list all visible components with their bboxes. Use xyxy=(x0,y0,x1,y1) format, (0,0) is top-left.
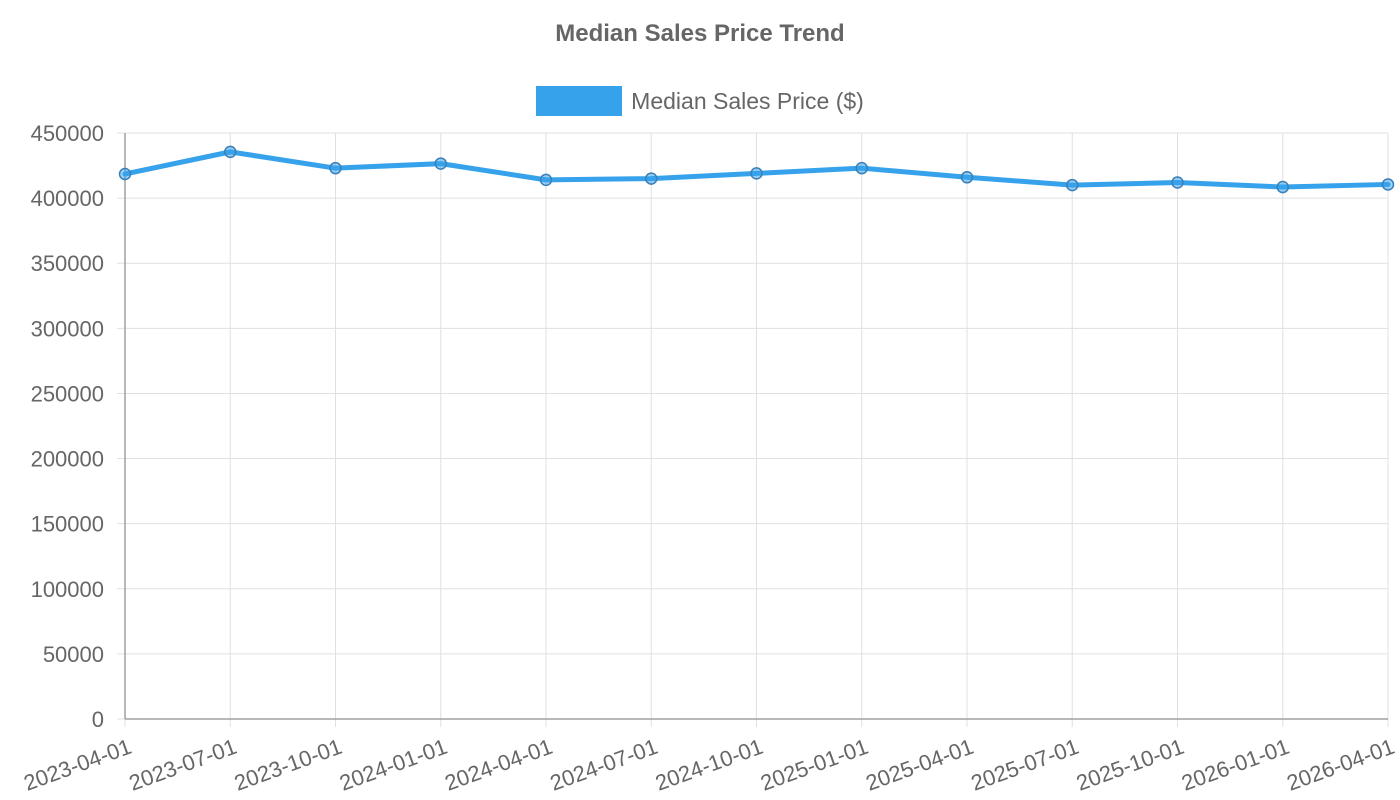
y-gridlines xyxy=(117,132,1388,720)
data-point xyxy=(960,171,974,184)
x-tick-label: 2025-10-01 xyxy=(1073,734,1187,796)
data-point xyxy=(1381,178,1395,191)
x-tick-label: 2024-10-01 xyxy=(652,734,766,796)
x-tick-label: 2025-07-01 xyxy=(968,734,1082,796)
y-tick-label: 400000 xyxy=(31,186,104,211)
chart-title: Median Sales Price Trend xyxy=(555,20,845,47)
y-tick-label: 0 xyxy=(92,707,104,732)
x-tick-label: 2025-01-01 xyxy=(757,734,871,796)
y-tick-label: 350000 xyxy=(31,251,104,276)
x-tick-label: 2024-07-01 xyxy=(547,734,661,796)
legend-swatch xyxy=(536,86,623,116)
data-point xyxy=(750,167,763,180)
x-tick-labels: 2023-04-012023-07-012023-10-012024-01-01… xyxy=(20,734,1397,796)
data-point xyxy=(1276,180,1289,194)
series-group xyxy=(118,145,1395,194)
x-tick-label: 2023-10-01 xyxy=(231,734,345,796)
axes xyxy=(124,133,1388,720)
x-tick-label: 2024-04-01 xyxy=(441,734,555,796)
y-tick-labels: 0 50000 100000 150000 200000 250000 300000 3500… xyxy=(31,121,104,732)
x-tick-label: 2023-04-01 xyxy=(20,734,134,796)
x-tick-label: 2025-04-01 xyxy=(862,734,976,796)
y-tick-label: 300000 xyxy=(31,316,104,341)
x-tick-label: 2026-01-01 xyxy=(1178,734,1292,796)
y-tick-label: 150000 xyxy=(31,512,104,537)
data-point xyxy=(855,161,868,175)
data-point xyxy=(224,145,237,159)
x-tick-label: 2024-01-01 xyxy=(336,734,450,796)
x-tick-label: 2026-04-01 xyxy=(1283,734,1397,796)
data-point xyxy=(434,157,447,170)
y-tick-label: 200000 xyxy=(31,447,104,472)
data-point xyxy=(645,172,658,185)
x-tick-label: 2023-07-01 xyxy=(126,734,240,796)
y-tick-label: 450000 xyxy=(31,121,104,146)
legend-label: Median Sales Price ($) xyxy=(631,87,864,114)
data-point xyxy=(1066,178,1079,192)
data-point xyxy=(539,173,553,187)
data-point xyxy=(329,161,342,175)
data-point xyxy=(118,167,132,181)
legend[interactable]: Median Sales Price ($) xyxy=(0,86,1400,116)
y-tick-label: 50000 xyxy=(43,642,104,667)
data-point xyxy=(1171,176,1184,189)
x-gridlines xyxy=(124,133,1389,727)
y-tick-label: 100000 xyxy=(31,577,104,602)
y-tick-label: 250000 xyxy=(31,381,104,406)
